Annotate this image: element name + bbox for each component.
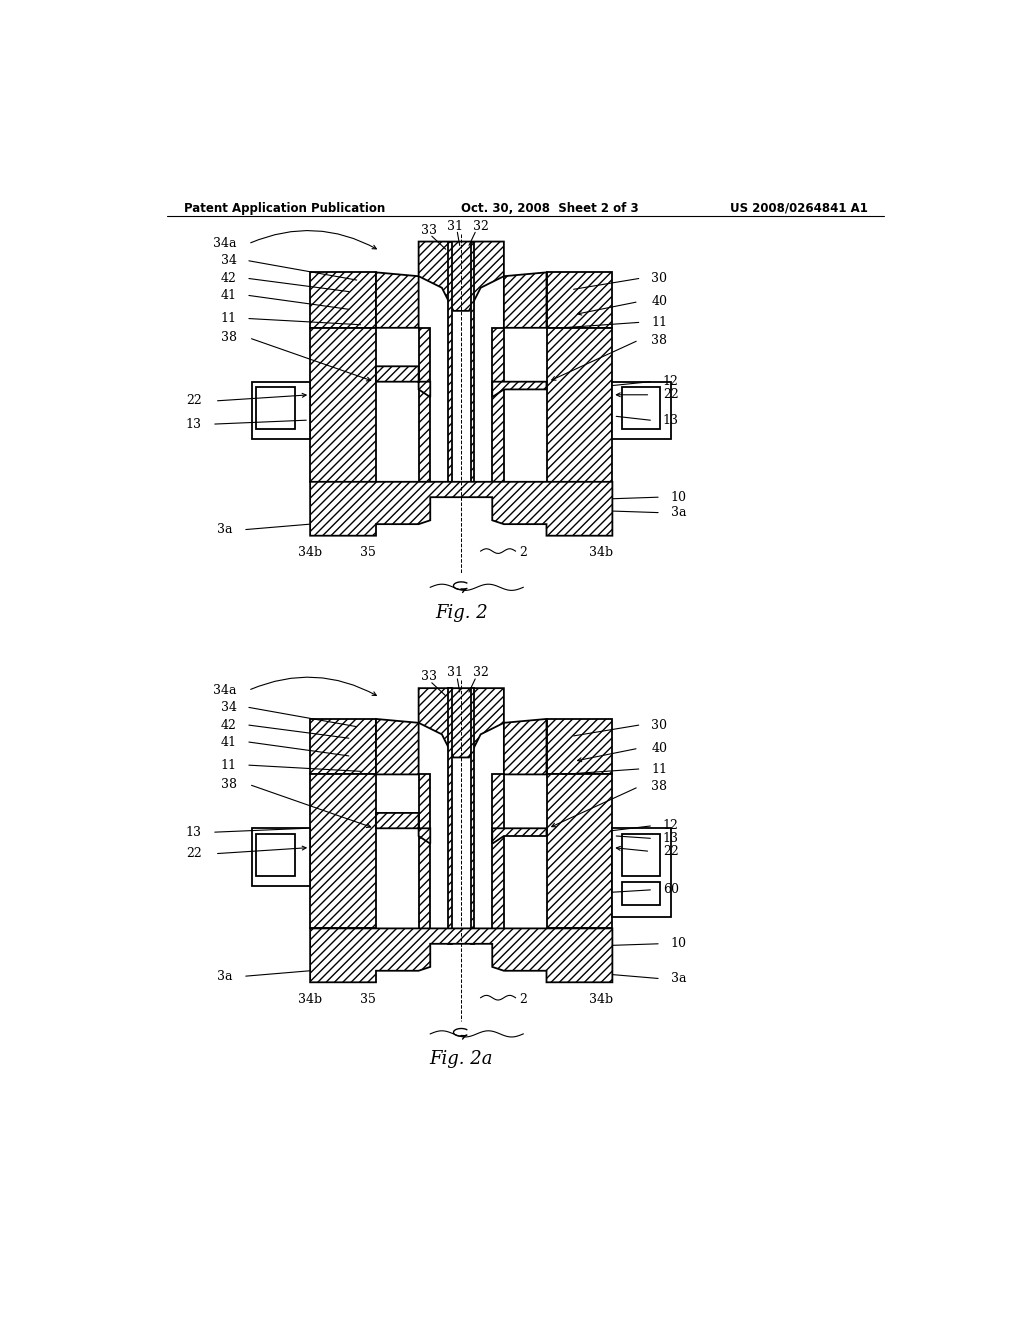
Text: US 2008/0264841 A1: US 2008/0264841 A1 [730, 202, 868, 215]
Text: 11: 11 [651, 763, 667, 776]
Polygon shape [493, 775, 504, 944]
Polygon shape [376, 719, 419, 775]
Text: Fig. 2a: Fig. 2a [429, 1051, 493, 1068]
Text: 3a: 3a [217, 970, 232, 982]
Text: 38: 38 [220, 331, 237, 345]
Text: Fig. 2: Fig. 2 [435, 603, 487, 622]
Text: 12: 12 [663, 820, 679, 833]
Text: 32: 32 [473, 219, 488, 232]
Text: 40: 40 [651, 296, 667, 308]
Text: 22: 22 [663, 388, 679, 401]
Polygon shape [310, 928, 612, 982]
Text: 34b: 34b [298, 546, 323, 560]
Text: 13: 13 [663, 832, 679, 845]
Polygon shape [449, 688, 452, 944]
Text: 42: 42 [220, 272, 237, 285]
Text: 38: 38 [651, 780, 667, 793]
Polygon shape [622, 387, 660, 429]
Polygon shape [547, 775, 612, 928]
Polygon shape [493, 381, 547, 397]
Polygon shape [376, 813, 430, 843]
Text: 33: 33 [421, 223, 436, 236]
Polygon shape [256, 834, 295, 876]
Text: 34: 34 [220, 255, 237, 268]
Polygon shape [471, 688, 474, 944]
Text: 41: 41 [220, 735, 237, 748]
Polygon shape [622, 882, 660, 906]
Text: 13: 13 [185, 825, 202, 838]
Polygon shape [310, 482, 612, 536]
Text: 33: 33 [421, 671, 436, 684]
Polygon shape [449, 242, 452, 498]
Text: 22: 22 [186, 847, 202, 861]
Text: 10: 10 [671, 937, 686, 950]
Text: 35: 35 [360, 993, 376, 1006]
Polygon shape [504, 272, 547, 327]
Polygon shape [310, 272, 376, 327]
Polygon shape [376, 272, 419, 327]
Polygon shape [622, 834, 660, 876]
Polygon shape [252, 829, 310, 886]
Polygon shape [252, 381, 310, 440]
Text: 34: 34 [220, 701, 237, 714]
Text: 22: 22 [663, 845, 679, 858]
Text: 38: 38 [220, 777, 237, 791]
Text: 35: 35 [360, 546, 376, 560]
Text: 34a: 34a [213, 238, 237, 251]
Polygon shape [419, 688, 504, 758]
Text: 2: 2 [519, 546, 527, 560]
Text: 40: 40 [651, 742, 667, 755]
Text: 34b: 34b [589, 546, 612, 560]
Text: 3a: 3a [671, 506, 686, 519]
Polygon shape [547, 719, 612, 775]
Polygon shape [547, 272, 612, 327]
Polygon shape [612, 829, 671, 917]
Text: 34b: 34b [298, 993, 323, 1006]
Polygon shape [493, 327, 504, 498]
Text: 60: 60 [663, 883, 679, 896]
Text: 38: 38 [651, 334, 667, 347]
Polygon shape [376, 367, 430, 397]
Polygon shape [493, 829, 547, 843]
Text: Oct. 30, 2008  Sheet 2 of 3: Oct. 30, 2008 Sheet 2 of 3 [461, 202, 639, 215]
Text: 31: 31 [447, 219, 463, 232]
Text: Patent Application Publication: Patent Application Publication [183, 202, 385, 215]
Text: 31: 31 [447, 667, 463, 680]
Text: 30: 30 [651, 718, 667, 731]
Polygon shape [471, 242, 474, 498]
Text: 3a: 3a [217, 523, 232, 536]
Polygon shape [256, 387, 295, 429]
Text: 10: 10 [671, 491, 686, 504]
Polygon shape [419, 775, 430, 944]
Text: 41: 41 [220, 289, 237, 302]
Text: 42: 42 [220, 718, 237, 731]
Text: 22: 22 [186, 395, 202, 408]
Text: 11: 11 [220, 759, 237, 772]
Polygon shape [419, 327, 430, 498]
Text: 32: 32 [473, 667, 488, 680]
Polygon shape [310, 719, 376, 775]
Polygon shape [419, 242, 504, 312]
Text: 34b: 34b [589, 993, 612, 1006]
Polygon shape [310, 327, 376, 482]
Text: 3a: 3a [671, 972, 686, 985]
Text: 11: 11 [220, 312, 237, 325]
Text: 34a: 34a [213, 684, 237, 697]
Polygon shape [310, 775, 376, 928]
Text: 13: 13 [185, 417, 202, 430]
Polygon shape [504, 719, 547, 775]
Polygon shape [612, 381, 671, 440]
Polygon shape [547, 327, 612, 482]
Text: 30: 30 [651, 272, 667, 285]
Text: 13: 13 [663, 413, 679, 426]
Text: 11: 11 [651, 315, 667, 329]
Text: 2: 2 [519, 993, 527, 1006]
Text: 12: 12 [663, 375, 679, 388]
